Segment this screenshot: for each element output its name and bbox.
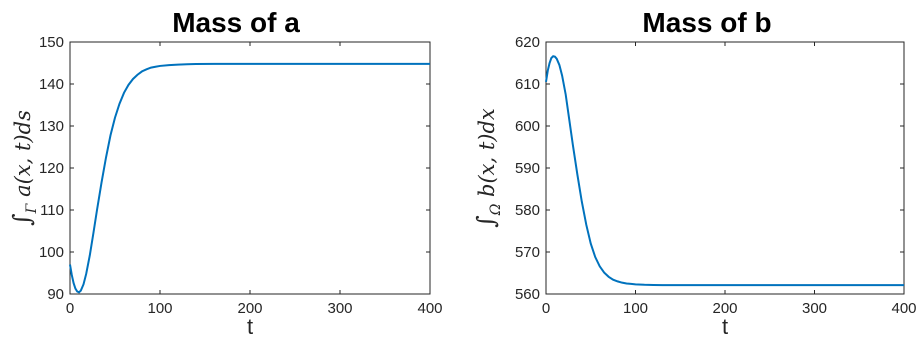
y-tick-label: 570 [515,244,540,261]
y-tick-label: 120 [39,160,64,177]
x-tick-label: 0 [66,300,74,317]
series-line-mass-b [545,55,904,287]
chart-title: Mass of b [642,7,771,38]
x-tick-label: 300 [802,300,827,317]
integrand: a(x, t)ds [11,110,35,204]
x-axis-label: t [247,314,253,339]
integral-sign: ∫ [472,215,500,228]
plot-area [69,41,431,295]
chart-mass-of-b: Mass of b 0 100 200 300 400 560 570 580 590 600 61… [472,7,917,339]
series-line-mass-a [69,62,430,294]
y-axis-label: ∫Γ a(x, t)ds [8,110,40,226]
y-tick-label: 610 [515,76,540,93]
axis-ticks: 0 100 200 300 400 560 570 580 590 600 610 620 [515,34,917,317]
x-axis-label: t [722,314,728,339]
x-tick-label: 100 [147,300,172,317]
chart-title: Mass of a [172,7,300,38]
y-axis-label: ∫Ω b(x, t)dx [472,108,504,228]
y-tick-label: 90 [47,286,64,303]
x-tick-label: 100 [623,300,648,317]
y-tick-label: 110 [40,202,64,219]
x-tick-label: 300 [327,300,352,317]
plot-area [545,41,905,295]
y-tick-label: 560 [515,286,540,303]
y-tick-label: 580 [515,202,540,219]
y-tick-label: 130 [39,118,64,135]
y-tick-label: 620 [515,34,540,51]
x-tick-label: 0 [542,300,550,317]
y-tick-label: 150 [39,34,64,51]
x-tick-label: 400 [891,300,916,317]
integral-sign: ∫ [8,213,36,226]
chart-mass-of-a: Mass of a 0 100 200 300 400 90 100 110 120 130 140… [8,7,443,339]
x-tick-label: 200 [237,300,262,317]
y-tick-label: 600 [515,118,540,135]
integral-subscript: Γ [24,202,40,214]
y-tick-label: 590 [515,160,540,177]
y-tick-label: 140 [39,76,64,93]
integrand: b(x, t)dx [475,108,499,204]
x-tick-label: 400 [417,300,442,317]
x-tick-label: 200 [712,300,737,317]
axis-ticks: 0 100 200 300 400 90 100 110 120 130 140 150 [39,34,443,317]
y-tick-label: 100 [39,244,64,261]
integral-subscript: Ω [488,203,504,216]
